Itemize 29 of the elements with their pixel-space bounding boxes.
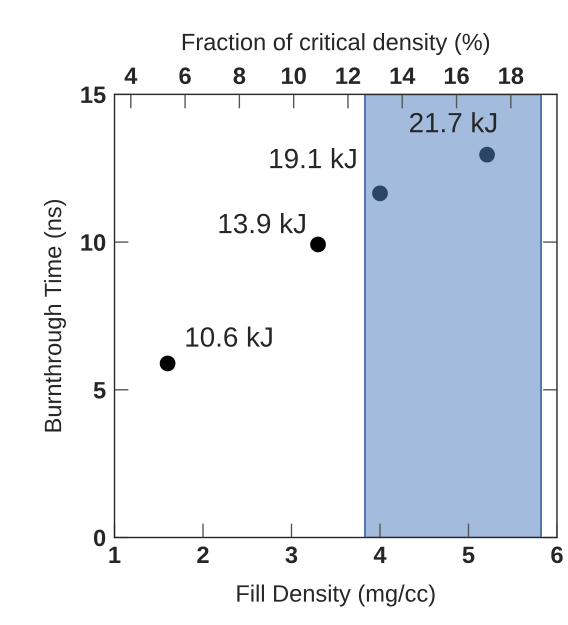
point: [372, 185, 388, 202]
y-tick-label: 0: [94, 530, 106, 546]
x-axis-title: Fill Density (mg/cc): [237, 584, 435, 607]
x2-tick-label: 10: [282, 67, 306, 84]
point: [310, 236, 326, 252]
point: [479, 146, 495, 163]
x2-tick-label: 4: [124, 68, 138, 84]
y-tick-label: 10: [81, 234, 106, 251]
x2-tick-label: 8: [234, 67, 246, 84]
x-tick-label: 1: [109, 546, 120, 563]
y-tick-label: 15: [81, 86, 106, 104]
x-tick-label: 3: [285, 546, 298, 564]
x-tick-label: 6: [551, 546, 563, 564]
x2-tick-label: 18: [499, 67, 524, 84]
y-tick-label: 5: [94, 382, 106, 399]
annotation: 21.7 kJ: [410, 112, 496, 132]
x2-tick-label: 16: [444, 67, 469, 84]
x-tick-label: 2: [197, 546, 209, 563]
x2-axis-title: Fraction of critical density (%): [182, 33, 490, 56]
annotation: 13.9 kJ: [220, 212, 305, 234]
x2-tick-label: 6: [179, 67, 191, 84]
x2-tick-label: 12: [336, 67, 360, 84]
annotation: 10.6 kJ: [186, 326, 272, 347]
y-axis-title: Burnthrough Time (ns): [44, 200, 66, 432]
point: [160, 356, 176, 372]
x2-tick-label: 14: [390, 68, 416, 84]
x-tick-label: 5: [462, 546, 474, 564]
annotation: 19.1 kJ: [270, 148, 356, 168]
x-tick-label: 4: [374, 546, 386, 563]
